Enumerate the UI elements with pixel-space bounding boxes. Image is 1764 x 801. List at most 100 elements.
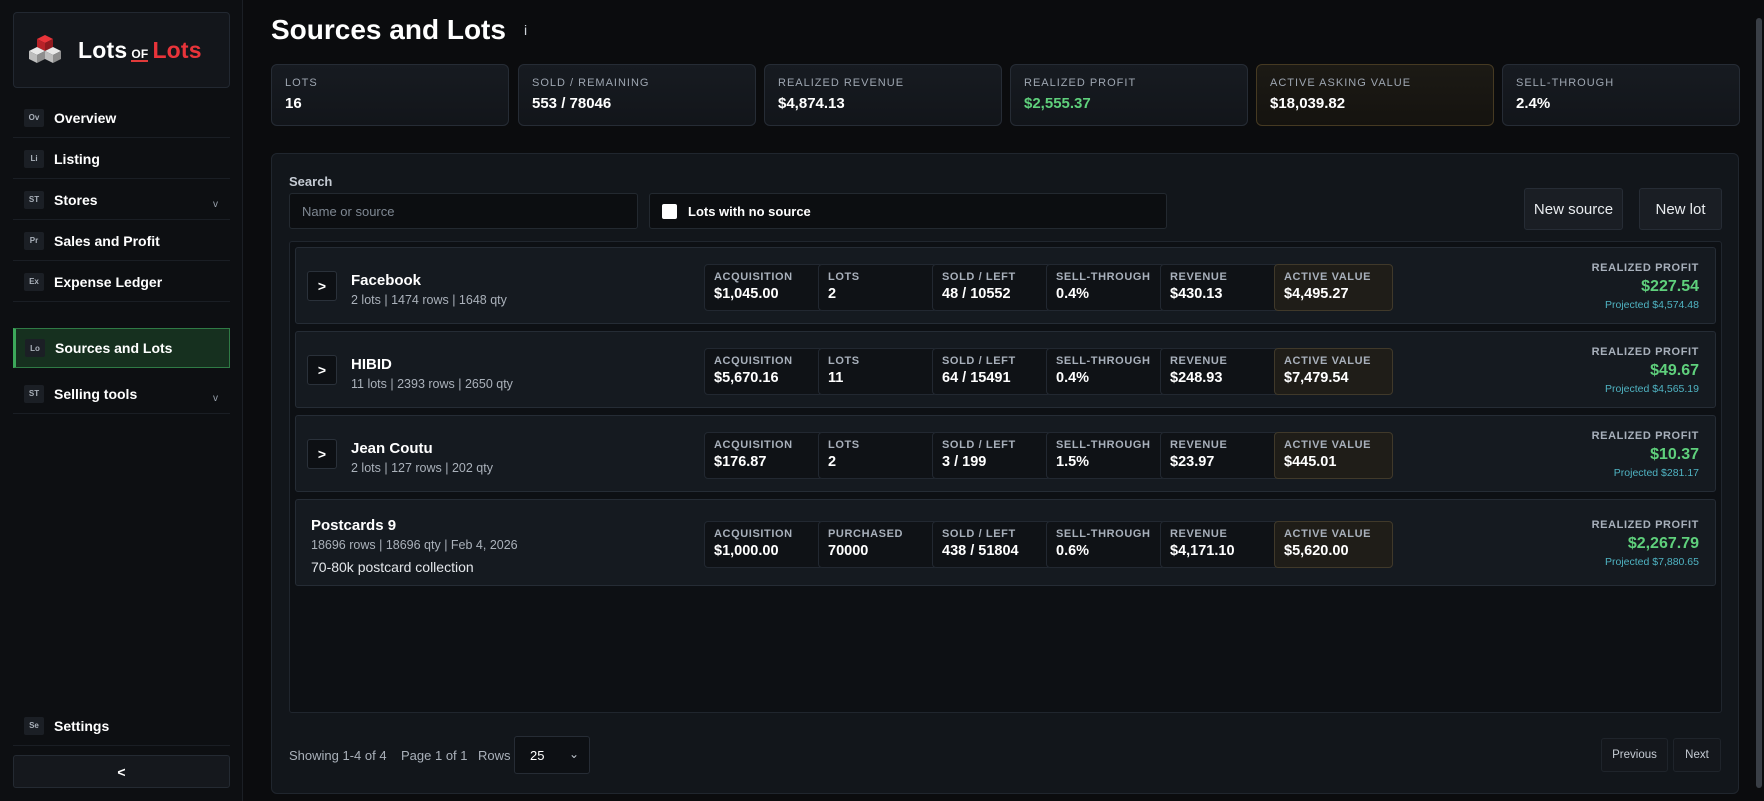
- metric-sell-through: SELL-THROUGH 0.6%: [1046, 521, 1165, 568]
- metric-label: REVENUE: [1170, 528, 1228, 540]
- next-page-button[interactable]: Next: [1673, 738, 1721, 772]
- expand-button[interactable]: >: [307, 355, 337, 385]
- stat-card-realized-profit: REALIZED PROFIT $2,555.37: [1010, 64, 1248, 126]
- profit-label: REALIZED PROFIT: [1591, 430, 1699, 442]
- metric-label: SOLD / LEFT: [942, 271, 1016, 283]
- sidebar-item-label: Overview: [54, 109, 117, 126]
- no-source-checkbox[interactable]: [662, 203, 677, 219]
- source-name: HIBID: [351, 356, 392, 373]
- expand-button[interactable]: >: [307, 439, 337, 469]
- stat-label: REALIZED REVENUE: [778, 77, 905, 89]
- no-source-filter[interactable]: Lots with no source: [649, 193, 1167, 229]
- nav-abbr-icon: Pr: [24, 231, 44, 250]
- sidebar-item-label: Expense Ledger: [54, 273, 163, 290]
- metric-revenue: REVENUE $430.13: [1160, 264, 1279, 311]
- metric-label: ACQUISITION: [714, 355, 793, 367]
- metric-label: LOTS: [828, 355, 860, 367]
- metric-revenue: REVENUE $23.97: [1160, 432, 1279, 479]
- metric-label: SOLD / LEFT: [942, 355, 1016, 367]
- realized-profit: REALIZED PROFIT $227.54 Projected $4,574…: [1592, 262, 1699, 311]
- profit-label: REALIZED PROFIT: [1591, 519, 1699, 531]
- metric-value: 0.4%: [1056, 286, 1090, 302]
- stat-value: $18,039.82: [1270, 95, 1346, 112]
- sidebar-item-overview[interactable]: Ov Overview: [13, 98, 230, 138]
- expand-button[interactable]: >: [307, 271, 337, 301]
- info-icon[interactable]: i: [523, 22, 528, 38]
- metric-value: $176.87: [714, 454, 767, 470]
- sidebar-item-label: Settings: [54, 717, 110, 734]
- collapse-sidebar-button[interactable]: <: [13, 755, 230, 788]
- nav-abbr-icon: Se: [24, 716, 44, 735]
- metric-value: 70000: [828, 543, 869, 559]
- stat-card-sell-through: SELL-THROUGH 2.4%: [1502, 64, 1740, 126]
- chevron-down-icon[interactable]: v: [213, 199, 218, 210]
- metric-label: REVENUE: [1170, 439, 1228, 451]
- page-scrollbar[interactable]: [1754, 0, 1764, 801]
- nav-abbr-icon: ST: [24, 190, 44, 209]
- sidebar-item-listing[interactable]: Li Listing: [13, 139, 230, 179]
- metric-sold-left: SOLD / LEFT 438 / 51804: [932, 521, 1051, 568]
- stat-label: LOTS: [285, 77, 318, 89]
- source-row-facebook[interactable]: > Facebook 2 lots | 1474 rows | 1648 qty…: [295, 247, 1716, 324]
- metric-active-value: ACTIVE VALUE $5,620.00: [1274, 521, 1393, 568]
- metric-acquisition: ACQUISITION $1,045.00: [704, 264, 823, 311]
- source-meta: 11 lots | 2393 rows | 2650 qty: [351, 377, 513, 391]
- profit-label: REALIZED PROFIT: [1591, 262, 1699, 274]
- metric-value: 1.5%: [1056, 454, 1090, 470]
- sidebar-item-sources-and-lots[interactable]: Lo Sources and Lots: [13, 328, 230, 368]
- metric-value: $248.93: [1170, 370, 1223, 386]
- scrollbar-thumb[interactable]: [1756, 18, 1762, 788]
- stat-card-active-asking-value: ACTIVE ASKING VALUE $18,039.82: [1256, 64, 1494, 126]
- logo-word-2: Lots: [152, 36, 202, 63]
- sidebar-item-settings[interactable]: Se Settings: [13, 706, 230, 746]
- metric-label: ACTIVE VALUE: [1284, 355, 1372, 367]
- stat-value: 2.4%: [1516, 95, 1551, 112]
- source-row-hibid[interactable]: > HIBID 11 lots | 2393 rows | 2650 qty A…: [295, 331, 1716, 408]
- metric-revenue: REVENUE $248.93: [1160, 348, 1279, 395]
- sidebar-item-sales-and-profit[interactable]: Pr Sales and Profit: [13, 221, 230, 261]
- metric-value: $4,495.27: [1284, 286, 1349, 302]
- metric-value: 11: [828, 370, 844, 386]
- chevron-down-icon[interactable]: v: [213, 393, 218, 404]
- lot-name: Postcards 9: [311, 517, 397, 534]
- sidebar: Lots OF Lots Ov Overview Li Listing ST S…: [0, 0, 243, 801]
- source-name: Facebook: [351, 272, 422, 289]
- no-source-checkbox-label: Lots with no source: [688, 203, 811, 219]
- stat-card-sold-remaining: SOLD / REMAINING 553 / 78046: [518, 64, 756, 126]
- lot-row-postcards-9[interactable]: Postcards 9 18696 rows | 18696 qty | Feb…: [295, 499, 1716, 586]
- metric-label: ACTIVE VALUE: [1284, 439, 1372, 451]
- new-lot-button[interactable]: New lot: [1639, 188, 1722, 230]
- metric-value: $1,000.00: [714, 543, 779, 559]
- showing-count: Showing 1-4 of 4: [289, 748, 387, 763]
- metric-label: ACQUISITION: [714, 439, 793, 451]
- source-row-jean-coutu[interactable]: > Jean Coutu 2 lots | 127 rows | 202 qty…: [295, 415, 1716, 492]
- realized-profit: REALIZED PROFIT $10.37 Projected $281.17: [1592, 430, 1699, 479]
- metric-label: SELL-THROUGH: [1056, 271, 1151, 283]
- stat-value: $4,874.13: [778, 95, 845, 112]
- sidebar-item-selling-tools[interactable]: ST Selling tools v: [13, 374, 230, 414]
- lot-meta: 18696 rows | 18696 qty | Feb 4, 2026: [311, 538, 518, 552]
- projected-profit: Projected $281.17: [1613, 467, 1699, 479]
- stat-value: 553 / 78046: [532, 95, 612, 112]
- stat-value: 16: [285, 95, 302, 112]
- sidebar-item-expense-ledger[interactable]: Ex Expense Ledger: [13, 262, 230, 302]
- metric-label: SELL-THROUGH: [1056, 528, 1151, 540]
- realized-profit: REALIZED PROFIT $2,267.79 Projected $7,8…: [1592, 519, 1699, 568]
- logo[interactable]: Lots OF Lots: [13, 12, 230, 88]
- metric-label: ACTIVE VALUE: [1284, 271, 1372, 283]
- previous-page-button[interactable]: Previous: [1601, 738, 1668, 772]
- metric-lots: LOTS 2: [818, 264, 937, 311]
- metric-active-value: ACTIVE VALUE $7,479.54: [1274, 348, 1393, 395]
- metric-sell-through: SELL-THROUGH 0.4%: [1046, 264, 1165, 311]
- metric-value: 0.6%: [1056, 543, 1090, 559]
- new-source-button[interactable]: New source: [1524, 188, 1623, 230]
- metric-value: $4,171.10: [1170, 543, 1235, 559]
- metric-value: $430.13: [1170, 286, 1223, 302]
- metric-label: SELL-THROUGH: [1056, 355, 1151, 367]
- sidebar-item-stores[interactable]: ST Stores v: [13, 180, 230, 220]
- search-input[interactable]: [289, 193, 638, 229]
- metric-value: $7,479.54: [1284, 370, 1349, 386]
- rows-per-page-select[interactable]: 25 ⌄: [514, 736, 590, 774]
- metric-sold-left: SOLD / LEFT 3 / 199: [932, 432, 1051, 479]
- metric-active-value: ACTIVE VALUE $445.01: [1274, 432, 1393, 479]
